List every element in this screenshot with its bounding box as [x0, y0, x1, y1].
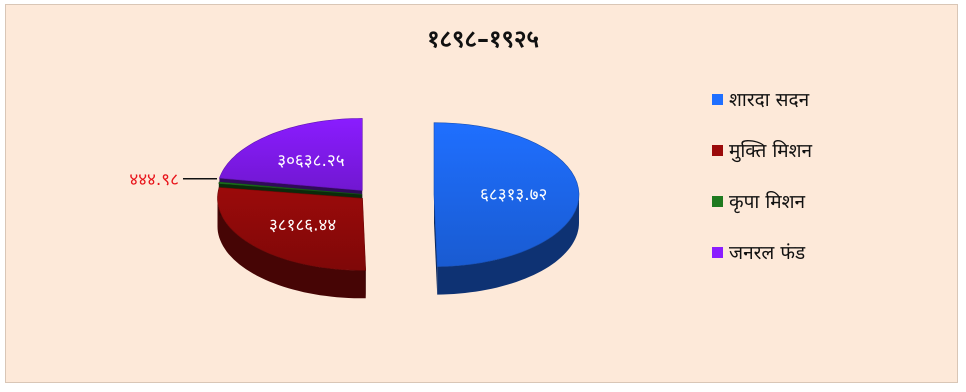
legend-label-2: कृपा मिशन	[729, 191, 806, 213]
legend-label-1: मुक्ति मिशन	[729, 140, 813, 162]
slice-top-2	[218, 181, 363, 195]
legend-item-0: शारदा सदन	[712, 86, 812, 112]
data-label-3: ३०६३८.२५	[277, 151, 344, 171]
pie-slice-0	[433, 122, 580, 295]
slice-top-3	[218, 118, 363, 191]
legend-item-2: कृपा मिशन	[712, 188, 812, 214]
pie-slice-1	[217, 187, 367, 299]
legend-swatch-0	[712, 93, 723, 105]
legend-item-3: जनरल फंड	[712, 239, 812, 265]
data-label-1: ३८१८६.४४	[269, 215, 336, 235]
data-label-0: ६८३१३.७२	[480, 185, 547, 205]
legend-swatch-2	[712, 195, 723, 207]
slice-top-1	[217, 187, 367, 271]
data-label-2: ४४४.९८	[129, 170, 179, 190]
slice-side-0	[437, 194, 579, 295]
legend-label-3: जनरल फंड	[729, 242, 806, 264]
legend-label-0: शारदा सदन	[729, 89, 810, 111]
slice-edge-0-1	[433, 194, 438, 295]
legend-swatch-3	[712, 246, 723, 258]
legend: शारदा सदन मुक्ति मिशन कृपा मिशन जनरल फंड	[712, 86, 812, 290]
legend-swatch-1	[712, 144, 723, 156]
slice-top-0	[433, 122, 580, 267]
chart-title: १८९८–१९२५	[427, 25, 539, 53]
slice-side-1	[217, 198, 366, 299]
legend-item-1: मुक्ति मिशन	[712, 137, 812, 163]
